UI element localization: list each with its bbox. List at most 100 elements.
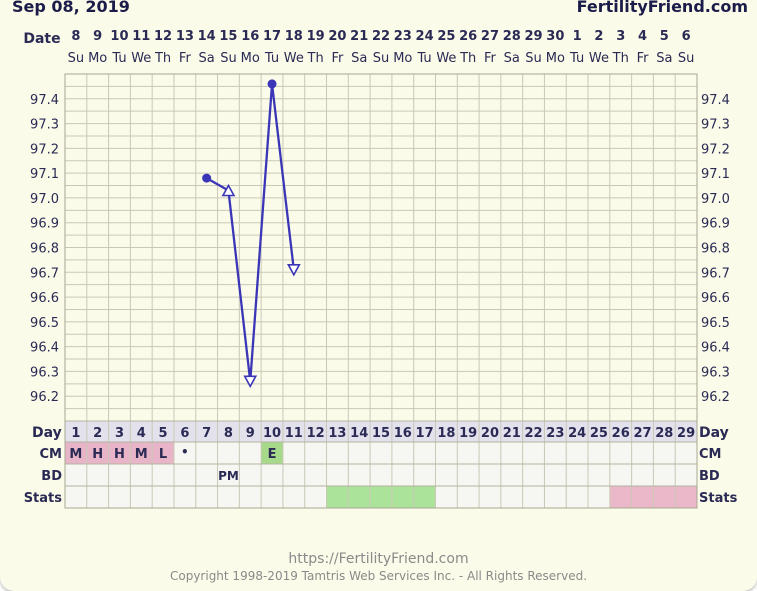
y-tick-label-right: 96.5 — [701, 316, 730, 331]
cm-value: M — [135, 447, 148, 462]
weekday-tick-label: We — [131, 51, 151, 66]
date-tick-label: 1 — [573, 29, 582, 44]
temperature-point-triangle-down — [286, 264, 301, 277]
cycle-day-label: 10 — [263, 426, 281, 441]
temperature-point-triangle-up — [221, 183, 236, 197]
cycle-day-label: 19 — [459, 426, 477, 441]
weekday-tick-label: Tu — [111, 51, 126, 66]
date-tick-label: 9 — [93, 29, 102, 44]
weekday-tick-label: Su — [68, 51, 85, 66]
bd-value: PM — [218, 469, 239, 483]
footer-copyright: Copyright 1998-2019 Tamtris Web Services… — [169, 569, 588, 583]
date-tick-label: 24 — [416, 29, 434, 44]
weekday-tick-label: Th — [612, 51, 629, 66]
y-tick-label-left: 97.2 — [30, 142, 59, 157]
cm-value: E — [268, 447, 277, 462]
bd-row-label: BD — [41, 469, 62, 484]
y-tick-label-right: 97.2 — [701, 142, 730, 157]
y-tick-label-left: 96.7 — [30, 266, 59, 281]
cycle-day-label: 4 — [137, 426, 146, 441]
cycle-day-label: 12 — [307, 426, 325, 441]
y-tick-label-right: 96.9 — [701, 217, 730, 232]
y-tick-label-left: 97.1 — [30, 167, 59, 182]
stats-row-label-right: Stats — [699, 491, 738, 506]
y-tick-label-left: 96.4 — [30, 341, 59, 356]
weekday-tick-label: Tu — [416, 51, 431, 66]
cm-row-label: CM — [40, 447, 62, 462]
cycle-day-label: 13 — [328, 426, 346, 441]
day-row-label-right: Day — [699, 425, 729, 441]
date-tick-label: 29 — [525, 29, 543, 44]
day-row-background — [65, 421, 697, 442]
y-tick-label-left: 96.5 — [30, 316, 59, 331]
weekday-tick-label: Tu — [569, 51, 584, 66]
date-tick-label: 14 — [198, 29, 216, 44]
date-tick-label: 22 — [372, 29, 390, 44]
day-row-label: Day — [32, 425, 62, 441]
cm-row-label-right: CM — [699, 447, 721, 462]
cycle-day-label: 9 — [246, 426, 255, 441]
weekday-tick-label: Fr — [484, 51, 497, 66]
y-tick-label-left: 97.0 — [30, 192, 59, 207]
y-tick-label-left: 96.6 — [30, 291, 59, 306]
weekday-tick-label: Su — [678, 51, 695, 66]
cm-value: • — [181, 445, 189, 459]
stats-fertile-cell — [326, 486, 349, 508]
cm-cell — [65, 442, 87, 464]
date-tick-label: 5 — [660, 29, 669, 44]
stats-fertile-cell — [391, 486, 414, 508]
weekday-tick-label: Mo — [393, 51, 412, 66]
y-tick-label-right: 97.3 — [701, 118, 730, 133]
date-tick-label: 26 — [459, 29, 477, 44]
y-tick-label-left: 96.8 — [30, 242, 59, 257]
y-tick-label-right: 96.8 — [701, 242, 730, 257]
weekday-tick-label: Mo — [241, 51, 260, 66]
date-tick-label: 25 — [437, 29, 455, 44]
y-tick-label-right: 97.0 — [701, 192, 730, 207]
brand-name: FertilityFriend.com — [576, 0, 748, 16]
bbt-chart-svg: Date 8 9 10 11 12 13 14 15 16 17 18 19 20 21 22 23 24 25 26… — [23, 29, 738, 509]
weekday-tick-label: Fr — [637, 51, 650, 66]
y-tick-label-right: 96.6 — [701, 291, 730, 306]
date-tick-label: 13 — [176, 29, 194, 44]
temperature-point-dot — [267, 79, 277, 89]
date-tick-label: 16 — [241, 29, 259, 44]
weekday-tick-label: Sa — [504, 51, 520, 66]
date-tick-label: 8 — [71, 29, 80, 44]
weekday-tick-label: Fr — [179, 51, 192, 66]
cycle-day-label: 26 — [612, 426, 630, 441]
cm-cell — [86, 442, 109, 464]
weekday-tick-label: Su — [373, 51, 390, 66]
y-tick-label-right: 96.3 — [701, 365, 730, 380]
date-tick-label: 19 — [307, 29, 325, 44]
weekday-tick-label: We — [589, 51, 609, 66]
stats-row-label: Stats — [24, 491, 63, 506]
date-tick-label: 18 — [285, 29, 303, 44]
date-tick-label: 2 — [594, 29, 603, 44]
cycle-day-label: 28 — [655, 426, 673, 441]
cycle-day-label: 20 — [481, 426, 499, 441]
cm-value: M — [69, 447, 82, 462]
cycle-day-label: 15 — [372, 426, 390, 441]
row-background — [65, 464, 697, 486]
date-tick-label: 10 — [110, 29, 128, 44]
chart-start-date: Sep 08, 2019 — [12, 0, 130, 16]
date-tick-label: 3 — [616, 29, 625, 44]
stats-pink-cell — [631, 486, 654, 508]
cycle-day-label: 16 — [394, 426, 412, 441]
y-tick-label-left: 96.2 — [30, 390, 59, 405]
weekday-tick-label: Sa — [351, 51, 367, 66]
weekday-tick-label: Th — [307, 51, 324, 66]
cycle-day-label: 14 — [350, 426, 368, 441]
bd-row-label-right: BD — [699, 469, 720, 484]
date-tick-label: 4 — [638, 29, 647, 44]
weekday-tick-label: We — [284, 51, 304, 66]
stats-fertile-cell — [370, 486, 392, 508]
cycle-day-label: 22 — [525, 426, 543, 441]
date-tick-label: 27 — [481, 29, 499, 44]
y-tick-label-right: 97.4 — [701, 93, 730, 108]
cycle-day-label: 17 — [416, 426, 434, 441]
stats-pink-cell — [675, 486, 697, 508]
cycle-day-label: 21 — [503, 426, 521, 441]
